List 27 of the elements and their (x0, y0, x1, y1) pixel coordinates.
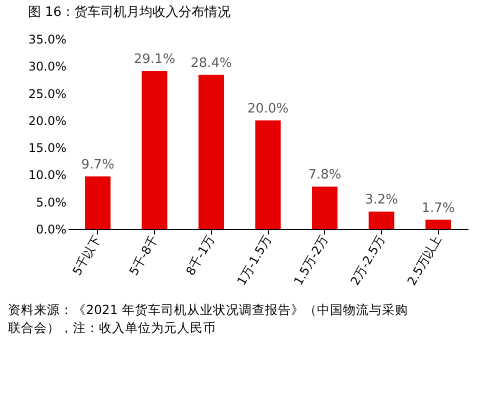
bar (85, 176, 111, 229)
bar (142, 71, 168, 229)
data-label: 9.7% (81, 157, 114, 172)
data-label: 29.1% (134, 52, 176, 68)
y-tick-label: 10.0% (28, 168, 66, 182)
data-label: 7.8% (308, 168, 342, 183)
x-tick-label: 5千-8千 (126, 233, 161, 278)
bar (425, 220, 451, 229)
y-tick-label: 15.0% (28, 141, 66, 156)
data-label: 28.4% (190, 56, 232, 71)
y-tick-label: 5.0% (36, 195, 66, 210)
bar (198, 74, 224, 229)
bar (255, 120, 281, 229)
data-label: 3.2% (364, 192, 398, 208)
x-tick-label: 8千-1万 (183, 233, 218, 278)
x-tick-label: 5千以下 (70, 233, 104, 278)
chart-title: 图 16：货车司机月均收入分布情况 (28, 5, 231, 20)
data-label: 20.0% (247, 101, 289, 116)
y-tick-label: 25.0% (28, 86, 66, 101)
y-tick-label: 20.0% (28, 114, 66, 128)
bar (368, 212, 394, 229)
y-tick-label: 0.0% (36, 222, 66, 236)
bar (312, 186, 338, 229)
text: 资料来源：《2021 年货车司机从业状况调查报告》（中国物流与采购联合会），注：收入单位为元人民币 (8, 302, 408, 335)
y-tick-label: 30.0% (28, 60, 66, 74)
data-label: 1.7% (422, 200, 455, 216)
y-tick-label: 35.0% (28, 32, 66, 46)
